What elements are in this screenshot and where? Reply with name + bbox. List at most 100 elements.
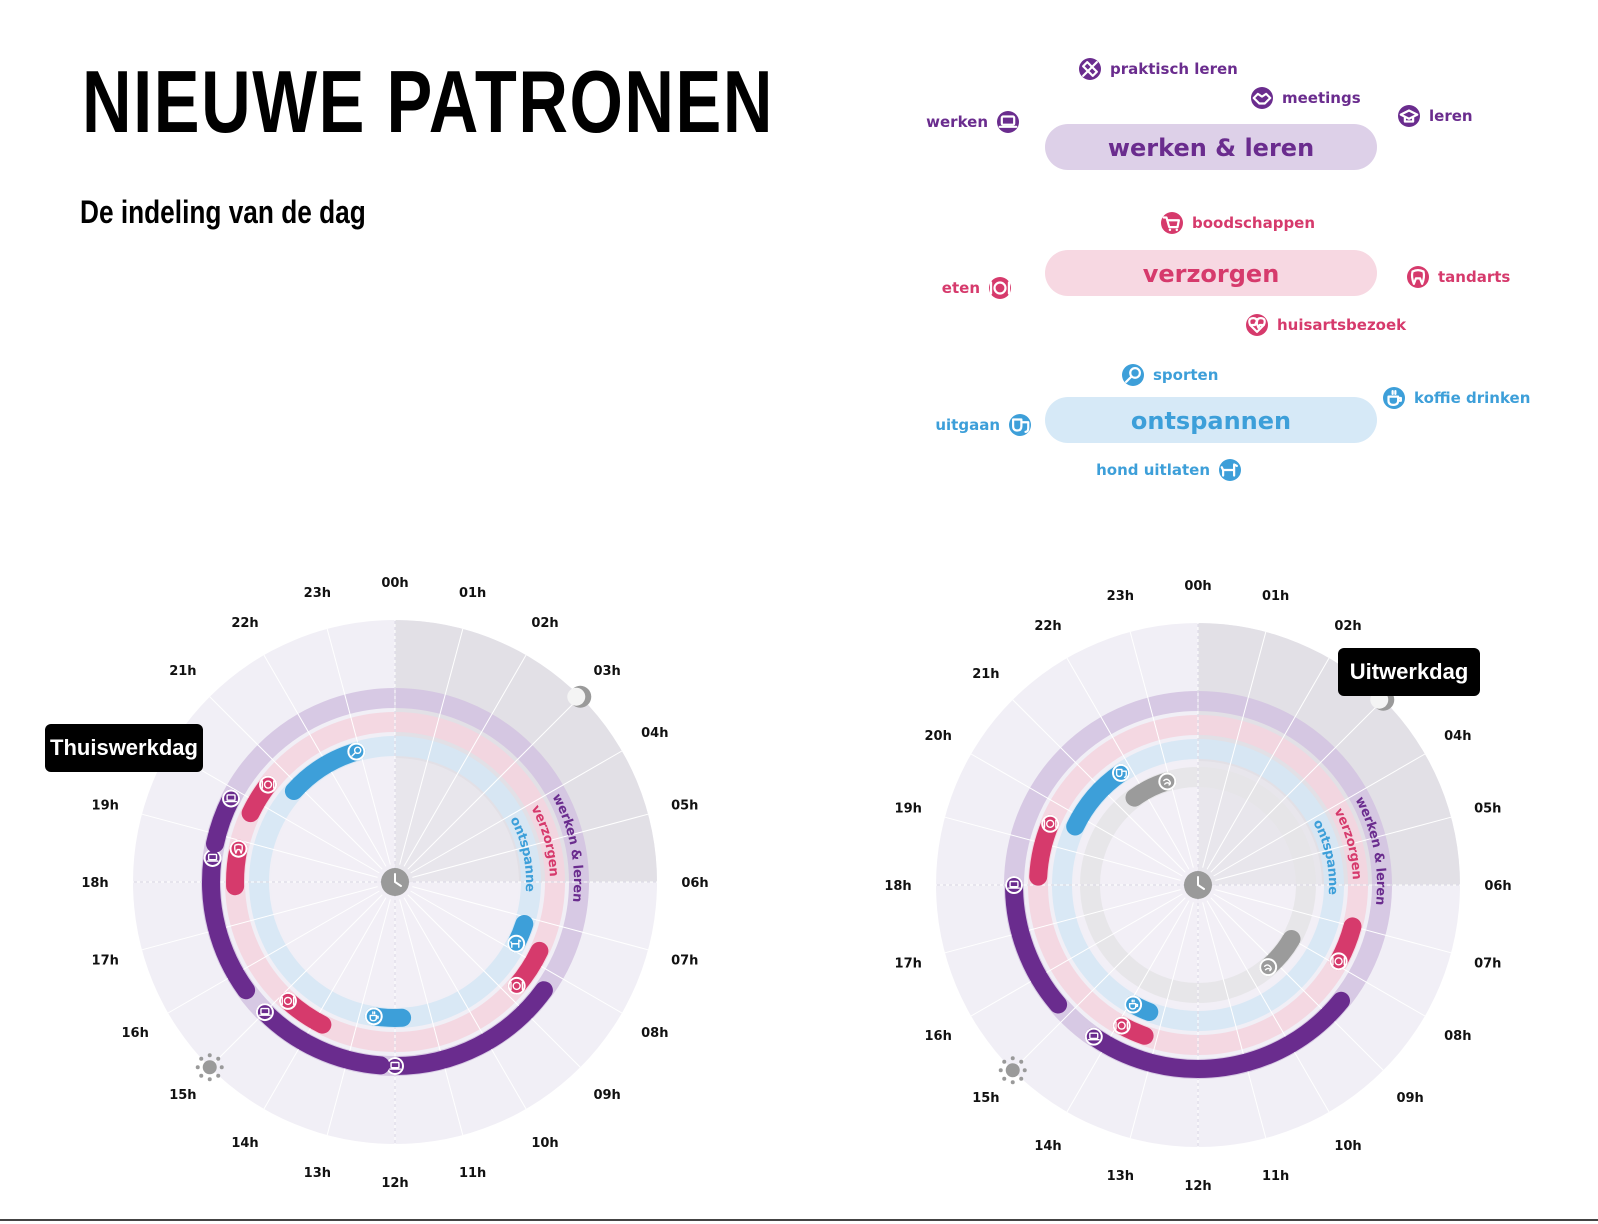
segment-icon-badge: [1396, 103, 1422, 129]
segment-icon-badge: [229, 839, 248, 858]
hour-tick-label: 10h: [1334, 1139, 1361, 1154]
legend-item-label: koffie drinken: [1414, 389, 1530, 407]
legend-item-label: werken: [926, 113, 988, 131]
legend-pill-ont: [1045, 397, 1377, 443]
plate-icon: [1332, 957, 1345, 966]
segment-icon-badge: [259, 775, 278, 794]
hour-spoke: [1012, 897, 1186, 1071]
segment-icon-badge: [507, 934, 526, 953]
segment-werk: [1084, 991, 1350, 1078]
sleep-icon: [1163, 778, 1172, 786]
plate-icon: [1115, 1021, 1129, 1030]
hour-tick-label: 23h: [1107, 589, 1134, 604]
hour-spoke: [1129, 631, 1194, 868]
hour-spoke: [407, 696, 581, 870]
badge-fill: [1086, 1029, 1101, 1044]
segment-icon-badge: [1112, 1016, 1131, 1035]
badge-fill: [1261, 960, 1276, 975]
chart-title: Uitwerkdag: [1350, 659, 1469, 684]
theater-masks-icon: [1115, 768, 1127, 778]
hour-tick-label: 16h: [925, 1029, 952, 1044]
hour-spoke: [1215, 889, 1452, 954]
hour-spoke: [1215, 816, 1452, 881]
hour-tick-label: 13h: [304, 1166, 331, 1181]
hour-tick-label: 17h: [895, 957, 922, 972]
hour-tick-label: 02h: [531, 616, 558, 631]
hour-tick-label: 21h: [972, 667, 999, 682]
segment-icon-badge: [222, 789, 241, 808]
hour-spoke: [263, 897, 387, 1110]
badge-fill: [1114, 1018, 1129, 1033]
handshake-icon: [1252, 92, 1272, 105]
hour-spoke: [403, 654, 527, 867]
hour-spoke: [1206, 657, 1330, 870]
hour-tick-label: 22h: [1034, 619, 1061, 634]
legend-item-label: huisartsbezoek: [1277, 316, 1407, 334]
legend-item-label: sporten: [1153, 366, 1218, 384]
heartbeat-icon: [1248, 317, 1266, 333]
bottom-rule: [0, 1219, 1598, 1221]
hour-tick-label: 08h: [1444, 1029, 1471, 1044]
segment-icon-badge: [987, 275, 1013, 301]
plate-icon: [510, 981, 524, 991]
plate-icon: [989, 281, 1011, 295]
segment-icon-badge: [995, 109, 1021, 135]
segment-icon-badge: [1077, 56, 1103, 82]
hour-spoke: [1206, 900, 1330, 1113]
badge-fill: [1331, 954, 1346, 969]
hour-spoke: [1129, 902, 1194, 1139]
segment-werk: [202, 849, 256, 1000]
tooth-icon: [234, 843, 243, 854]
badge-fill: [1398, 105, 1420, 127]
hour-tick-label: 15h: [972, 1091, 999, 1106]
hour-tick-label: 11h: [459, 1166, 486, 1181]
hour-tick-label: 20h: [925, 729, 952, 744]
shopping-cart-icon: [1162, 216, 1180, 232]
plate-icon: [281, 996, 295, 1006]
segment-icon-badge: [1217, 457, 1243, 483]
laptop-icon: [389, 1061, 401, 1070]
hour-tick-label: 00h: [1184, 579, 1211, 594]
hour-spoke: [1213, 893, 1426, 1017]
segment-icon-badge: [1381, 385, 1407, 411]
laptop-icon: [258, 1007, 271, 1016]
chart-title: Thuiswerkdag: [50, 735, 198, 760]
legend-item-label: praktisch leren: [1110, 60, 1238, 78]
badge-fill: [989, 277, 1011, 299]
hour-spoke: [399, 628, 464, 865]
hour-spoke: [399, 899, 464, 1136]
segment-werk: [255, 1003, 390, 1075]
dog-icon: [510, 939, 522, 948]
hour-spoke: [1202, 902, 1267, 1139]
badge-fill: [1251, 87, 1273, 109]
sun-icon: [998, 1056, 1027, 1085]
clock-icon: [381, 868, 409, 896]
badge-fill: [280, 993, 295, 1008]
hour-tick-label: 21h: [169, 664, 196, 679]
hour-tick-label: 18h: [81, 876, 108, 891]
hour-spoke: [1210, 897, 1384, 1071]
hour-tick-label: 05h: [671, 798, 698, 813]
laptop-icon: [1087, 1032, 1100, 1041]
chart-title-box: Thuiswerkdag: [45, 724, 203, 772]
hour-tick-label: 11h: [1262, 1169, 1289, 1184]
coffee-cup-icon: [1387, 390, 1402, 406]
hour-tick-label: 23h: [304, 586, 331, 601]
sleep-icon: [1263, 964, 1272, 972]
hour-tick-label: 06h: [681, 876, 708, 891]
hour-spoke: [970, 893, 1183, 1017]
hour-tick-label: 15h: [169, 1088, 196, 1103]
hour-tick-label: 10h: [531, 1136, 558, 1151]
segment-icon-badge: [1329, 952, 1348, 971]
laptop-icon: [225, 794, 238, 803]
legend-item-label: tandarts: [1438, 268, 1510, 286]
segment-icon-badge: [1249, 85, 1275, 111]
hour-spoke: [1210, 699, 1384, 873]
hour-tick-label: 07h: [671, 954, 698, 969]
laptop-icon: [1008, 880, 1020, 889]
pencil-ruler-icon: [1082, 61, 1098, 77]
hour-tick-label: 01h: [1262, 589, 1289, 604]
sun-icon: [195, 1053, 224, 1082]
hour-tick-label: 02h: [1334, 619, 1361, 634]
